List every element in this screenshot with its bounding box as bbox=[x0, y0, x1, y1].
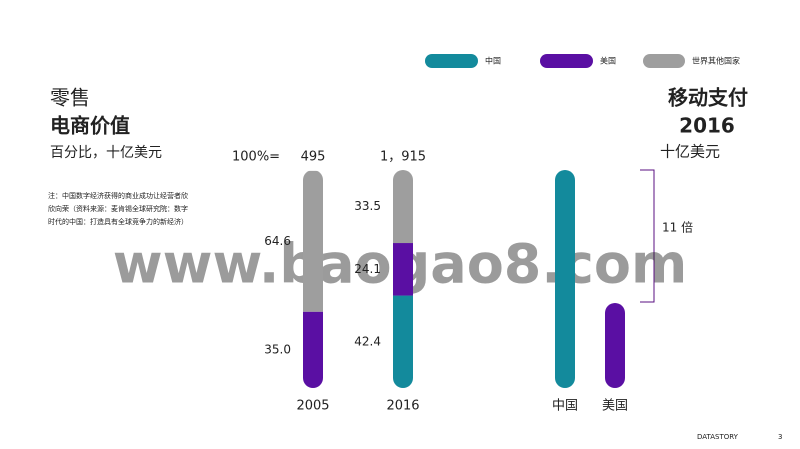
legend-label: 美国 bbox=[600, 56, 616, 66]
x-tick-label: 2016 bbox=[386, 399, 419, 414]
total-label: 100%= bbox=[232, 150, 280, 165]
left-title: 零售 bbox=[50, 86, 90, 110]
annotation: 11 倍 bbox=[662, 220, 693, 235]
right-subtitle: 2016 bbox=[679, 114, 735, 138]
note: 注：中国数字经济获得的商业成功让经营者欣欣向荣（资料来源：麦肯锡全球研究院：数字… bbox=[48, 192, 188, 226]
legend-label: 中国 bbox=[485, 56, 501, 66]
legend-label: 世界其他国家 bbox=[692, 56, 740, 66]
right-title: 移动支付 bbox=[668, 86, 748, 110]
bar bbox=[555, 170, 575, 388]
legend-swatch bbox=[643, 54, 685, 68]
bar-segment bbox=[393, 170, 413, 244]
value-label: 24.1 bbox=[354, 262, 381, 276]
left-subtitle: 电商价值 bbox=[50, 114, 130, 138]
x-tick-label: 2005 bbox=[296, 399, 329, 414]
stacked-bar bbox=[303, 170, 323, 388]
footer-brand: DATASTORY bbox=[697, 433, 739, 441]
bar-segment bbox=[393, 295, 413, 388]
stacked-bar bbox=[393, 170, 413, 388]
value-label: 35.0 bbox=[264, 342, 291, 356]
total: 495 bbox=[301, 150, 326, 165]
legend-swatch bbox=[425, 54, 478, 68]
note-box: 注：中国数字经济获得的商业成功让经营者欣欣向荣（资料来源：麦肯锡全球研究院：数字… bbox=[48, 192, 188, 226]
left-unit: 百分比，十亿美元 bbox=[50, 145, 162, 161]
bar-segment bbox=[303, 170, 323, 312]
bracket bbox=[640, 169, 655, 303]
x-tick-label: 中国 bbox=[552, 399, 578, 414]
value-label: 64.6 bbox=[264, 234, 291, 248]
value-label: 42.4 bbox=[354, 334, 381, 348]
page-number: 3 bbox=[778, 433, 782, 441]
bar bbox=[605, 302, 625, 388]
legend-swatch bbox=[540, 54, 593, 68]
bar-segment bbox=[303, 311, 323, 388]
right-unit: 十亿美元 bbox=[660, 143, 720, 161]
value-label: 33.5 bbox=[354, 199, 381, 213]
bar-segment bbox=[393, 243, 413, 296]
total: 1，915 bbox=[380, 150, 426, 165]
x-tick-label: 美国 bbox=[602, 399, 628, 414]
